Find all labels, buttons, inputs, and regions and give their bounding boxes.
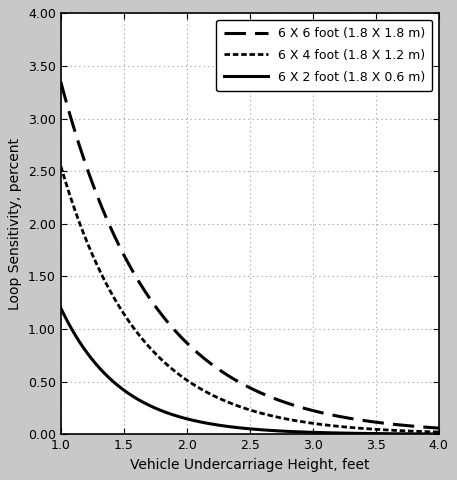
6 X 6 foot (1.8 X 1.8 m) [283,400,288,406]
Y-axis label: Loop Sensitivity, percent: Loop Sensitivity, percent [8,138,22,310]
6 X 4 foot (1.8 X 1.2 m) [436,429,441,435]
6 X 6 foot (1.8 X 1.8 m) [427,425,432,431]
6 X 6 foot (1.8 X 1.8 m) [368,419,373,424]
6 X 4 foot (1.8 X 1.2 m) [368,426,373,432]
6 X 4 foot (1.8 X 1.2 m) [262,411,268,417]
6 X 2 foot (1.8 X 0.6 m) [238,425,243,431]
Legend: 6 X 6 foot (1.8 X 1.8 m), 6 X 4 foot (1.8 X 1.2 m), 6 X 2 foot (1.8 X 0.6 m): 6 X 6 foot (1.8 X 1.8 m), 6 X 4 foot (1.… [217,20,432,91]
6 X 4 foot (1.8 X 1.2 m) [240,405,245,410]
6 X 2 foot (1.8 X 0.6 m) [240,425,245,431]
X-axis label: Vehicle Undercarriage Height, feet: Vehicle Undercarriage Height, feet [130,457,370,472]
6 X 2 foot (1.8 X 0.6 m) [427,431,432,437]
Line: 6 X 2 foot (1.8 X 0.6 m): 6 X 2 foot (1.8 X 0.6 m) [61,308,439,434]
6 X 2 foot (1.8 X 0.6 m) [368,431,373,436]
6 X 6 foot (1.8 X 1.8 m) [58,79,64,84]
6 X 6 foot (1.8 X 1.8 m) [238,380,243,385]
6 X 6 foot (1.8 X 1.8 m) [262,392,268,398]
6 X 2 foot (1.8 X 0.6 m) [436,431,441,437]
6 X 4 foot (1.8 X 1.2 m) [58,163,64,169]
Line: 6 X 4 foot (1.8 X 1.2 m): 6 X 4 foot (1.8 X 1.2 m) [61,166,439,432]
6 X 6 foot (1.8 X 1.8 m) [436,425,441,431]
6 X 2 foot (1.8 X 0.6 m) [283,428,288,434]
6 X 6 foot (1.8 X 1.8 m) [240,381,245,387]
6 X 2 foot (1.8 X 0.6 m) [262,427,268,433]
6 X 4 foot (1.8 X 1.2 m) [238,404,243,409]
Line: 6 X 6 foot (1.8 X 1.8 m): 6 X 6 foot (1.8 X 1.8 m) [61,82,439,428]
6 X 4 foot (1.8 X 1.2 m) [427,429,432,435]
6 X 4 foot (1.8 X 1.2 m) [283,416,288,422]
6 X 2 foot (1.8 X 0.6 m) [58,305,64,311]
